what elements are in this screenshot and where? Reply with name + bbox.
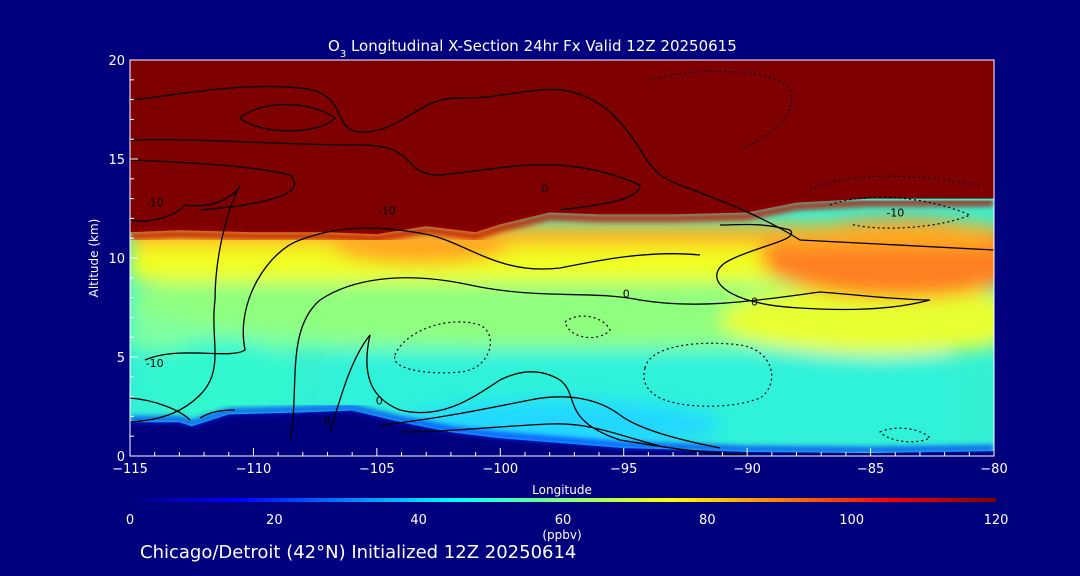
- colorbar-tick-label-1: 20: [266, 513, 283, 528]
- contour-surface-3: [199, 409, 236, 419]
- x-tick-label-0: −115: [112, 462, 148, 477]
- contour-label-4: 0: [751, 296, 758, 309]
- contour-label-2: 0: [541, 183, 548, 196]
- x-axis: −115 −110 −105 −100 −95 −90 −85 −80: [112, 448, 1008, 477]
- x-axis-label: Longitude: [532, 483, 592, 497]
- contour-neg-2: [564, 315, 611, 339]
- x-tick-label-2: −105: [359, 462, 395, 477]
- contour-strat-1: [130, 85, 994, 251]
- contour-neg-3: [643, 342, 773, 407]
- contour-west-2: [144, 227, 701, 361]
- footer-caption: Chicago/Detroit (42°N) Initialized 12Z 2…: [140, 542, 577, 563]
- y-axis: 0 5 10 15 20: [108, 54, 138, 465]
- contour-label-0: -10: [146, 197, 164, 210]
- contour-zero-upper: [289, 223, 931, 441]
- tropopause-edge: [130, 199, 994, 242]
- y-axis-label: Altitude (km): [87, 219, 101, 298]
- colorbar-tick-label-6: 120: [984, 513, 1009, 528]
- contour-label-5: -10: [886, 206, 904, 219]
- y-tick-label-4: 20: [108, 54, 125, 69]
- stratospheric-region: [130, 60, 994, 235]
- contour-neg-5: [809, 175, 981, 191]
- contour-neg-7: [878, 427, 932, 443]
- contour-label-3: 0: [623, 288, 630, 301]
- contour-strat-2: [239, 103, 336, 132]
- colorbar-gradient: [130, 498, 996, 502]
- contour-strat-3: [130, 138, 641, 211]
- contour-neg-4: [649, 70, 793, 151]
- bias-contours-solid: [130, 85, 994, 456]
- colorbar-ticks: 0 20 40 60 80 100 120: [126, 513, 1009, 528]
- x-tick-label-6: −85: [857, 462, 884, 477]
- colorbar-tick-label-5: 100: [839, 513, 864, 528]
- x-tick-label-7: −80: [980, 462, 1007, 477]
- contour-west-1: [130, 184, 241, 423]
- y-tick-label-2: 10: [108, 252, 125, 267]
- colorbar-tick-label-0: 0: [126, 513, 134, 528]
- contour-label-1: -10: [378, 204, 396, 217]
- contour-west-3: [130, 397, 191, 421]
- y-tick-label-1: 5: [117, 351, 125, 366]
- contour-strat-4: [130, 159, 296, 211]
- contour-label-8: 0: [324, 414, 331, 427]
- contour-labels: -10 -10 0 0 0 -10 -10 0 0: [146, 183, 905, 428]
- chart-title: O3 Longitudinal X-Section 24hr Fx Valid …: [328, 37, 737, 60]
- field-west-cyan: [140, 340, 300, 420]
- contour-surface-2: [399, 423, 661, 447]
- colorbar-tick-label-3: 60: [555, 513, 572, 528]
- x-tick-label-3: −100: [482, 462, 518, 477]
- y-tick-label-3: 15: [108, 153, 125, 168]
- plot-area: -10 -10 0 0 0 -10 -10 0 0: [130, 60, 994, 456]
- colorbar-tick-label-2: 40: [410, 513, 427, 528]
- contour-zero-lower: [329, 334, 761, 456]
- ozone-field: [130, 218, 994, 450]
- colorbar-tick-label-4: 80: [699, 513, 716, 528]
- x-tick-label-5: −90: [733, 462, 760, 477]
- bias-contours-dotted: [394, 70, 981, 443]
- colorbar-units: (ppbv): [542, 528, 581, 542]
- contour-surface-1: [379, 396, 721, 449]
- field-east-yellow: [720, 285, 994, 355]
- contour-neg-6: [829, 196, 972, 229]
- terrain-edge: [130, 404, 994, 453]
- y-tick-label-0: 0: [117, 450, 125, 465]
- x-tick-label-4: −95: [610, 462, 637, 477]
- colorbar: 0 20 40 60 80 100 120 (ppbv): [126, 498, 1009, 542]
- contour-label-6: -10: [146, 357, 164, 370]
- contour-label-7: 0: [376, 395, 383, 408]
- x-tick-label-1: −110: [236, 462, 272, 477]
- terrain-mask: [130, 410, 994, 456]
